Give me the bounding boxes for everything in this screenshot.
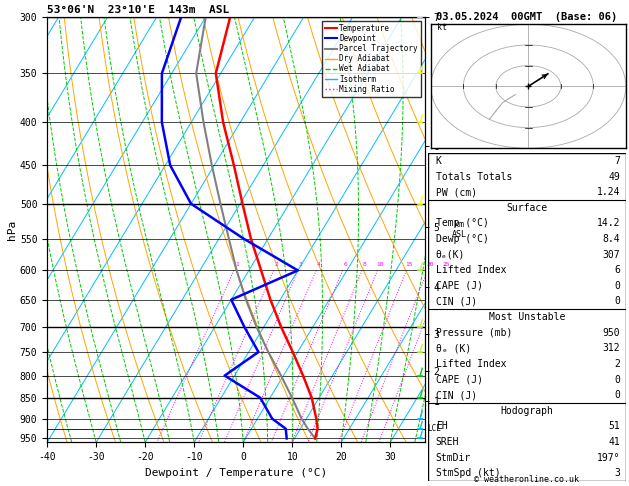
Text: 7: 7: [614, 156, 620, 166]
Text: StmDir: StmDir: [436, 452, 471, 463]
Y-axis label: hPa: hPa: [7, 220, 17, 240]
Text: 14.2: 14.2: [596, 218, 620, 228]
Text: Surface: Surface: [506, 203, 547, 213]
Text: 41: 41: [608, 437, 620, 447]
X-axis label: Dewpoint / Temperature (°C): Dewpoint / Temperature (°C): [145, 468, 327, 478]
Text: Most Unstable: Most Unstable: [489, 312, 565, 322]
Text: CAPE (J): CAPE (J): [436, 281, 482, 291]
Text: 0: 0: [614, 375, 620, 384]
Text: Lifted Index: Lifted Index: [436, 265, 506, 275]
Text: EH: EH: [436, 421, 447, 432]
Text: K: K: [436, 156, 442, 166]
Text: 51: 51: [608, 421, 620, 432]
Text: 6: 6: [343, 262, 347, 267]
Text: Dewp (°C): Dewp (°C): [436, 234, 489, 244]
Text: SREH: SREH: [436, 437, 459, 447]
Text: CIN (J): CIN (J): [436, 296, 477, 307]
Text: © weatheronline.co.uk: © weatheronline.co.uk: [474, 474, 579, 484]
Text: 4: 4: [317, 262, 321, 267]
Text: 03.05.2024  00GMT  (Base: 06): 03.05.2024 00GMT (Base: 06): [436, 12, 618, 22]
Text: θₑ (K): θₑ (K): [436, 343, 471, 353]
Text: 1: 1: [235, 262, 238, 267]
Text: Lifted Index: Lifted Index: [436, 359, 506, 369]
Text: kt: kt: [437, 23, 447, 33]
Text: PW (cm): PW (cm): [436, 187, 477, 197]
Text: Totals Totals: Totals Totals: [436, 172, 512, 182]
Text: 2: 2: [274, 262, 278, 267]
Text: 8: 8: [363, 262, 366, 267]
Text: 6: 6: [614, 265, 620, 275]
Text: 3: 3: [299, 262, 303, 267]
Text: 197°: 197°: [596, 452, 620, 463]
Text: 49: 49: [608, 172, 620, 182]
Text: CAPE (J): CAPE (J): [436, 375, 482, 384]
Text: Pressure (mb): Pressure (mb): [436, 328, 512, 338]
Text: 0: 0: [614, 281, 620, 291]
Text: 0: 0: [614, 390, 620, 400]
Y-axis label: km
ASL: km ASL: [452, 220, 467, 239]
Text: 1.24: 1.24: [596, 187, 620, 197]
Text: StmSpd (kt): StmSpd (kt): [436, 469, 500, 478]
Text: CIN (J): CIN (J): [436, 390, 477, 400]
Text: 312: 312: [603, 343, 620, 353]
Text: 10: 10: [376, 262, 384, 267]
Text: 0: 0: [614, 296, 620, 307]
Text: 20: 20: [426, 262, 433, 267]
Text: 15: 15: [405, 262, 413, 267]
Text: 307: 307: [603, 250, 620, 260]
Text: 25: 25: [443, 262, 450, 267]
Text: θₑ(K): θₑ(K): [436, 250, 465, 260]
Text: 8.4: 8.4: [603, 234, 620, 244]
Legend: Temperature, Dewpoint, Parcel Trajectory, Dry Adiabat, Wet Adiabat, Isotherm, Mi: Temperature, Dewpoint, Parcel Trajectory…: [322, 21, 421, 97]
Text: 3: 3: [614, 469, 620, 478]
Text: 53°06'N  23°10'E  143m  ASL: 53°06'N 23°10'E 143m ASL: [47, 5, 230, 15]
Text: Temp (°C): Temp (°C): [436, 218, 489, 228]
Text: 2: 2: [614, 359, 620, 369]
Text: Hodograph: Hodograph: [500, 406, 554, 416]
Text: LCL: LCL: [427, 424, 441, 433]
Text: 950: 950: [603, 328, 620, 338]
